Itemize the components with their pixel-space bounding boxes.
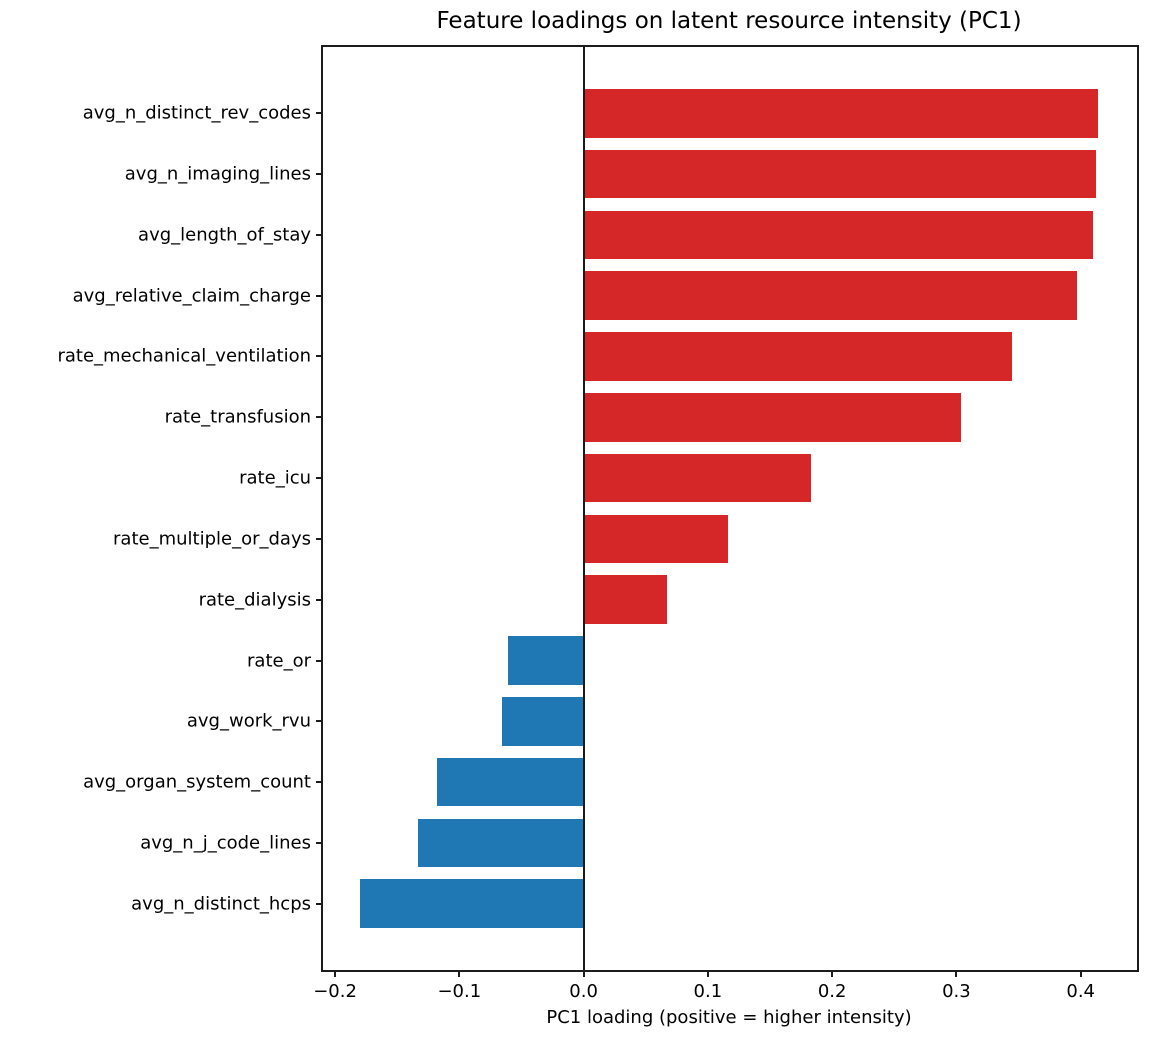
x-tick-mark xyxy=(955,970,958,977)
bar-avg_organ_system_count xyxy=(436,757,584,807)
y-tick-mark xyxy=(316,659,323,662)
y-tick-label: avg_work_rvu xyxy=(186,710,311,732)
y-tick-label: rate_multiple_or_days xyxy=(113,528,311,550)
bar-rate_dialysis xyxy=(583,575,667,625)
bar-avg_work_rvu xyxy=(501,696,584,746)
x-tick-mark xyxy=(334,970,337,977)
y-tick-mark xyxy=(316,294,323,297)
x-tick-mark xyxy=(582,970,585,977)
y-tick-mark xyxy=(316,233,323,236)
y-tick-mark xyxy=(316,841,323,844)
bar-avg_n_imaging_lines xyxy=(583,149,1096,199)
y-tick-mark xyxy=(316,781,323,784)
plot-area xyxy=(321,45,1139,972)
x-tick-label: 0.4 xyxy=(1066,981,1096,1002)
x-axis-label: PC1 loading (positive = higher intensity… xyxy=(546,1007,912,1028)
bar-rate_multiple_or_days xyxy=(583,514,728,564)
x-tick-mark xyxy=(1079,970,1082,977)
y-tick-label: rate_icu xyxy=(239,467,311,489)
x-tick-mark xyxy=(458,970,461,977)
bar-avg_relative_claim_charge xyxy=(583,271,1077,320)
bar-rate_mechanical_ventilation xyxy=(583,332,1013,381)
x-tick-label: −0.1 xyxy=(437,981,482,1002)
x-tick-mark xyxy=(831,970,834,977)
y-tick-mark xyxy=(316,720,323,723)
bar-rate_icu xyxy=(583,453,811,503)
bar-avg_n_distinct_hcps xyxy=(359,879,584,929)
y-tick-mark xyxy=(316,112,323,115)
y-tick-mark xyxy=(316,477,323,480)
x-tick-mark xyxy=(706,970,709,977)
y-tick-mark xyxy=(316,598,323,601)
y-tick-label: rate_dialysis xyxy=(198,589,311,611)
y-tick-label: avg_organ_system_count xyxy=(83,771,311,793)
bar-rate_or xyxy=(507,636,584,685)
y-tick-label: avg_length_of_stay xyxy=(138,224,311,246)
chart-title: Feature loadings on latent resource inte… xyxy=(436,8,1022,34)
y-tick-label: rate_or xyxy=(247,650,311,671)
y-tick-mark xyxy=(316,537,323,540)
y-tick-mark xyxy=(316,902,323,905)
x-tick-label: 0.1 xyxy=(693,981,723,1002)
y-tick-label: avg_relative_claim_charge xyxy=(72,285,311,307)
y-tick-mark xyxy=(316,416,323,419)
y-tick-label: rate_mechanical_ventilation xyxy=(57,345,311,367)
y-tick-label: avg_n_imaging_lines xyxy=(124,163,311,185)
x-tick-label: 0.2 xyxy=(817,981,847,1002)
x-tick-label: 0.3 xyxy=(942,981,971,1002)
y-tick-label: avg_n_j_code_lines xyxy=(140,832,311,854)
y-tick-label: rate_transfusion xyxy=(164,406,311,428)
bar-rate_transfusion xyxy=(583,392,962,442)
y-tick-label: avg_n_distinct_hcps xyxy=(131,893,311,915)
y-tick-mark xyxy=(316,173,323,176)
y-tick-label: avg_n_distinct_rev_codes xyxy=(82,102,311,124)
x-tick-label: −0.2 xyxy=(313,981,357,1002)
bar-avg_length_of_stay xyxy=(583,210,1094,260)
y-tick-mark xyxy=(316,355,323,358)
x-tick-label: 0.0 xyxy=(569,981,598,1002)
bar-avg_n_distinct_rev_codes xyxy=(583,88,1099,138)
bar-avg_n_j_code_lines xyxy=(418,818,584,868)
